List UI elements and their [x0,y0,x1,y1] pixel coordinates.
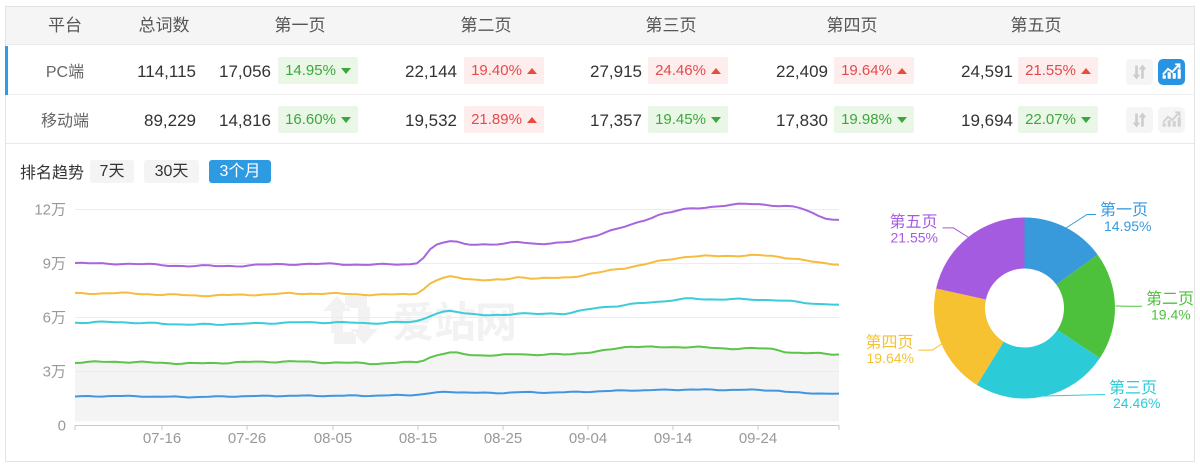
svg-text:第五页: 第五页 [889,213,937,231]
svg-text:07-26: 07-26 [228,430,266,447]
svg-text:07-16: 07-16 [143,430,181,447]
svg-text:第三页: 第三页 [1109,379,1157,397]
svg-text:爱站网: 爱站网 [393,289,516,350]
svg-text:24.46%: 24.46% [1113,395,1160,411]
svg-text:12万: 12万 [34,202,66,219]
svg-text:6万: 6万 [43,310,66,327]
svg-text:3万: 3万 [43,364,66,381]
svg-text:09-24: 09-24 [739,430,777,447]
svg-text:08-25: 08-25 [484,430,522,447]
svg-text:09-14: 09-14 [654,430,692,447]
svg-text:08-05: 08-05 [314,430,352,447]
svg-text:19.64%: 19.64% [867,350,914,366]
svg-text:09-04: 09-04 [569,430,607,447]
svg-text:第一页: 第一页 [1100,201,1148,219]
svg-text:9万: 9万 [43,256,66,273]
svg-text:21.55%: 21.55% [891,230,938,246]
svg-text:0: 0 [58,418,66,435]
svg-text:08-15: 08-15 [399,430,437,447]
svg-text:14.95%: 14.95% [1104,218,1151,234]
svg-text:第二页: 第二页 [1146,290,1194,308]
svg-text:19.4%: 19.4% [1151,307,1191,323]
svg-text:第四页: 第四页 [865,334,913,352]
